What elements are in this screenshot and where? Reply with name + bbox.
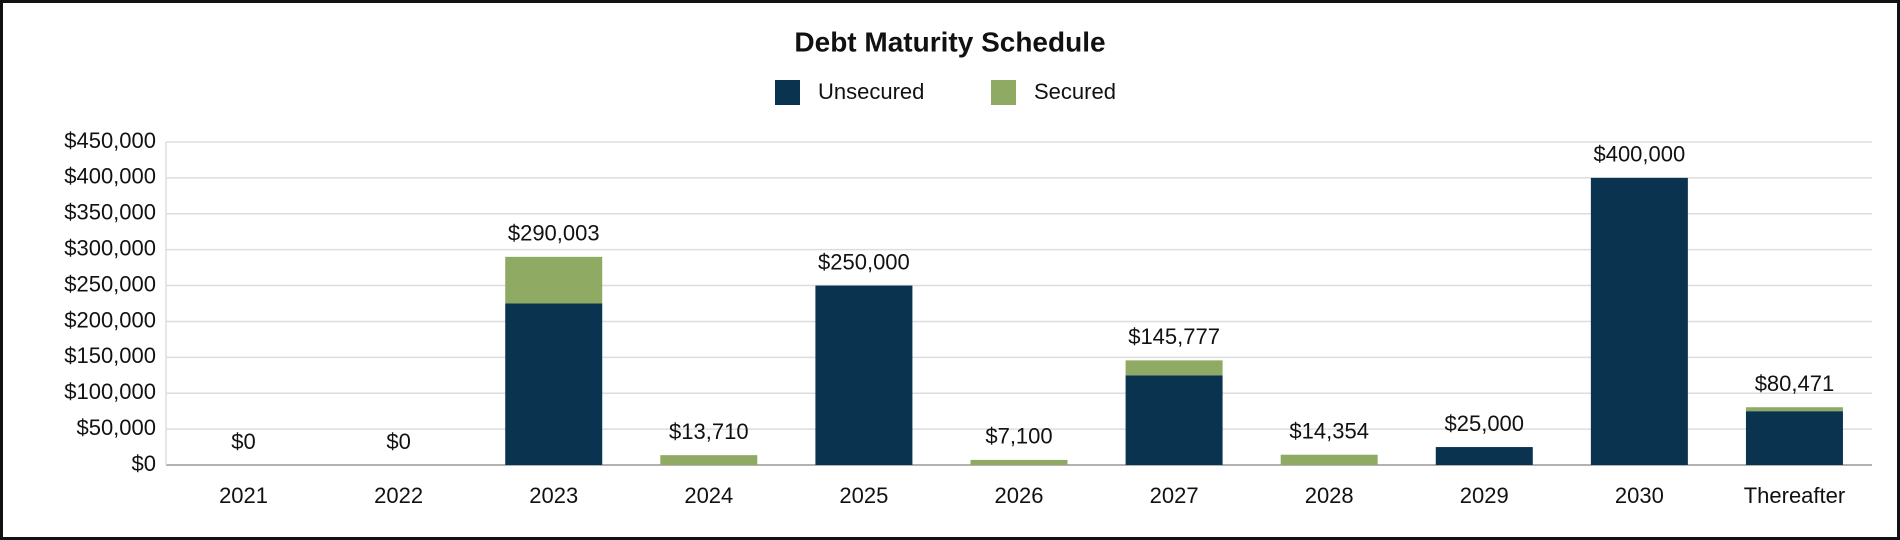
legend-label: Unsecured xyxy=(818,79,924,104)
bar-segment xyxy=(505,256,603,304)
x-tick-label: 2025 xyxy=(839,483,888,508)
chart-title: Debt Maturity Schedule xyxy=(794,26,1105,57)
total-label: $14,354 xyxy=(1289,419,1369,444)
bar-segment xyxy=(1125,375,1223,465)
total-label: $7,100 xyxy=(985,424,1052,449)
bar-segment xyxy=(970,459,1068,465)
y-tick-label: $0 xyxy=(132,451,156,476)
bar-segment xyxy=(815,285,913,465)
x-tick-label: 2023 xyxy=(529,483,578,508)
x-tick-label: Thereafter xyxy=(1744,483,1846,508)
bar-segment xyxy=(1590,177,1688,465)
y-tick-label: $100,000 xyxy=(64,379,156,404)
y-tick-label: $450,000 xyxy=(64,128,156,153)
x-tick-label: 2026 xyxy=(995,483,1044,508)
y-tick-label: $400,000 xyxy=(64,164,156,189)
y-tick-label: $250,000 xyxy=(64,271,156,296)
x-tick-label: 2021 xyxy=(219,483,268,508)
total-label: $80,471 xyxy=(1755,371,1835,396)
x-tick-label: 2030 xyxy=(1615,483,1664,508)
total-label: $250,000 xyxy=(818,249,910,274)
x-tick-label: 2028 xyxy=(1305,483,1354,508)
x-tick-label: 2027 xyxy=(1150,483,1199,508)
bar-segment xyxy=(1280,454,1378,465)
bar-segment xyxy=(1435,447,1533,465)
total-label: $145,777 xyxy=(1128,324,1220,349)
x-tick-label: 2024 xyxy=(684,483,733,508)
y-tick-label: $300,000 xyxy=(64,235,156,260)
y-tick-label: $200,000 xyxy=(64,307,156,332)
bar-segment xyxy=(1745,407,1843,412)
total-label: $25,000 xyxy=(1445,411,1525,436)
bar-segment xyxy=(1125,360,1223,376)
bar-segment xyxy=(505,303,603,465)
total-label: $400,000 xyxy=(1593,142,1685,167)
bar-segment xyxy=(660,455,758,465)
x-tick-label: 2022 xyxy=(374,483,423,508)
total-label: $13,710 xyxy=(669,419,749,444)
y-tick-label: $350,000 xyxy=(64,200,156,225)
y-tick-label: $50,000 xyxy=(76,415,156,440)
total-label: $290,003 xyxy=(508,221,600,246)
y-tick-label: $150,000 xyxy=(64,343,156,368)
total-label: $0 xyxy=(386,429,410,454)
x-tick-label: 2029 xyxy=(1460,483,1509,508)
legend-swatch xyxy=(775,80,800,105)
legend-label: Secured xyxy=(1034,79,1116,104)
legend-swatch xyxy=(991,80,1016,105)
bar-segment xyxy=(1745,411,1843,465)
total-label: $0 xyxy=(231,429,255,454)
